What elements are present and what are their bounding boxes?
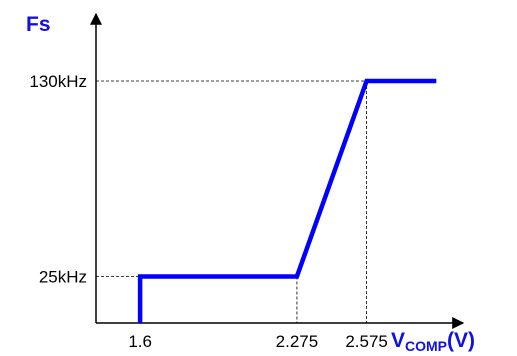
x-axis-title: VCOMP(V) (391, 329, 475, 354)
x-axis-title-unit: (V) (447, 329, 475, 352)
x-tick-label: 2.575 (345, 332, 388, 351)
guide-lines (96, 80, 368, 323)
x-axis-title-sub: COMP (405, 338, 447, 354)
y-tick-labels: 25kHz 130kHz (29, 72, 87, 286)
y-tick-label: 25kHz (39, 267, 87, 286)
y-axis-title: Fs (26, 13, 51, 36)
x-tick-label: 2.275 (276, 332, 319, 351)
x-tick-label: 1.6 (128, 332, 152, 351)
x-axis-title-main: V (391, 329, 405, 352)
series-line (137, 78, 437, 323)
y-tick-label: 130kHz (29, 72, 87, 91)
x-tick-labels: 1.6 2.275 2.575 (128, 332, 388, 351)
